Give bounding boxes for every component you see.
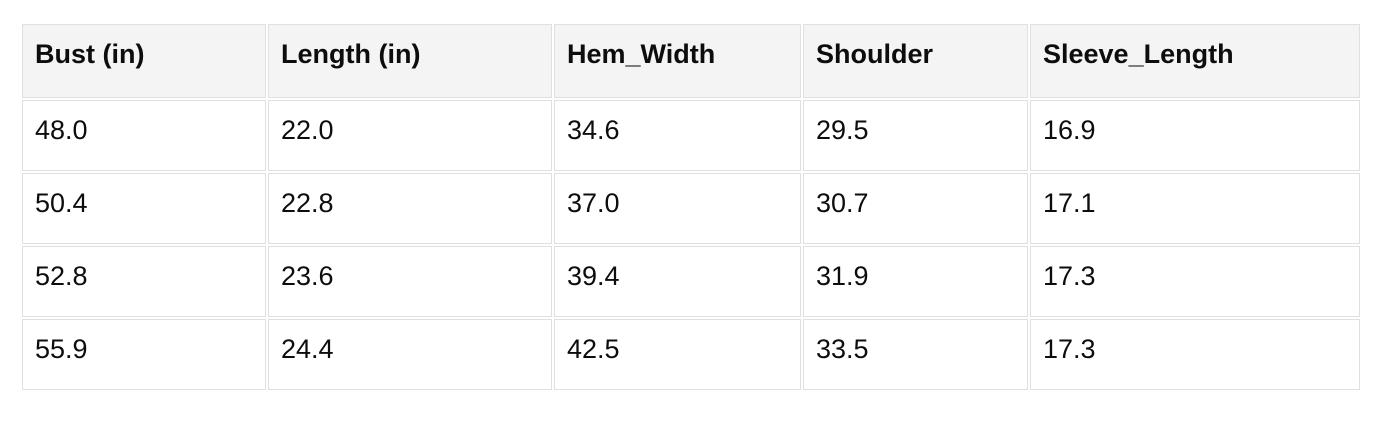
column-header: Bust (in)	[22, 24, 266, 98]
column-header: Length (in)	[268, 24, 552, 98]
data-table: Bust (in) Length (in) Hem_Width Shoulder Sle…	[20, 22, 1362, 392]
table-cell: 50.4	[22, 173, 266, 244]
table-cell: 55.9	[22, 319, 266, 390]
table-cell: 42.5	[554, 319, 801, 390]
table-body: 48.0 22.0 34.6 29.5 16.9 50.4 22.8 37.0 30.7 17.1…	[22, 100, 1360, 390]
header-row: Bust (in) Length (in) Hem_Width Shoulder Sle…	[22, 24, 1360, 98]
table-cell: 17.3	[1030, 319, 1360, 390]
table-cell: 29.5	[803, 100, 1028, 171]
table-row: 48.0 22.0 34.6 29.5 16.9	[22, 100, 1360, 171]
table-cell: 48.0	[22, 100, 266, 171]
table-cell: 24.4	[268, 319, 552, 390]
table-cell: 17.1	[1030, 173, 1360, 244]
table-row: 52.8 23.6 39.4 31.9 17.3	[22, 246, 1360, 317]
table-cell: 22.8	[268, 173, 552, 244]
table-cell: 52.8	[22, 246, 266, 317]
table-cell: 30.7	[803, 173, 1028, 244]
table-cell: 33.5	[803, 319, 1028, 390]
table-cell: 17.3	[1030, 246, 1360, 317]
table-row: 50.4 22.8 37.0 30.7 17.1	[22, 173, 1360, 244]
table-cell: 31.9	[803, 246, 1028, 317]
table-cell: 39.4	[554, 246, 801, 317]
dataframe-preview: Bust (in) Length (in) Hem_Width Shoulder Sle…	[20, 22, 1362, 392]
column-header: Sleeve_Length	[1030, 24, 1360, 98]
table-cell: 22.0	[268, 100, 552, 171]
table-row: 55.9 24.4 42.5 33.5 17.3	[22, 319, 1360, 390]
table-cell: 37.0	[554, 173, 801, 244]
column-header: Shoulder	[803, 24, 1028, 98]
column-header: Hem_Width	[554, 24, 801, 98]
table-header: Bust (in) Length (in) Hem_Width Shoulder Sle…	[22, 24, 1360, 98]
table-cell: 34.6	[554, 100, 801, 171]
table-cell: 23.6	[268, 246, 552, 317]
table-cell: 16.9	[1030, 100, 1360, 171]
